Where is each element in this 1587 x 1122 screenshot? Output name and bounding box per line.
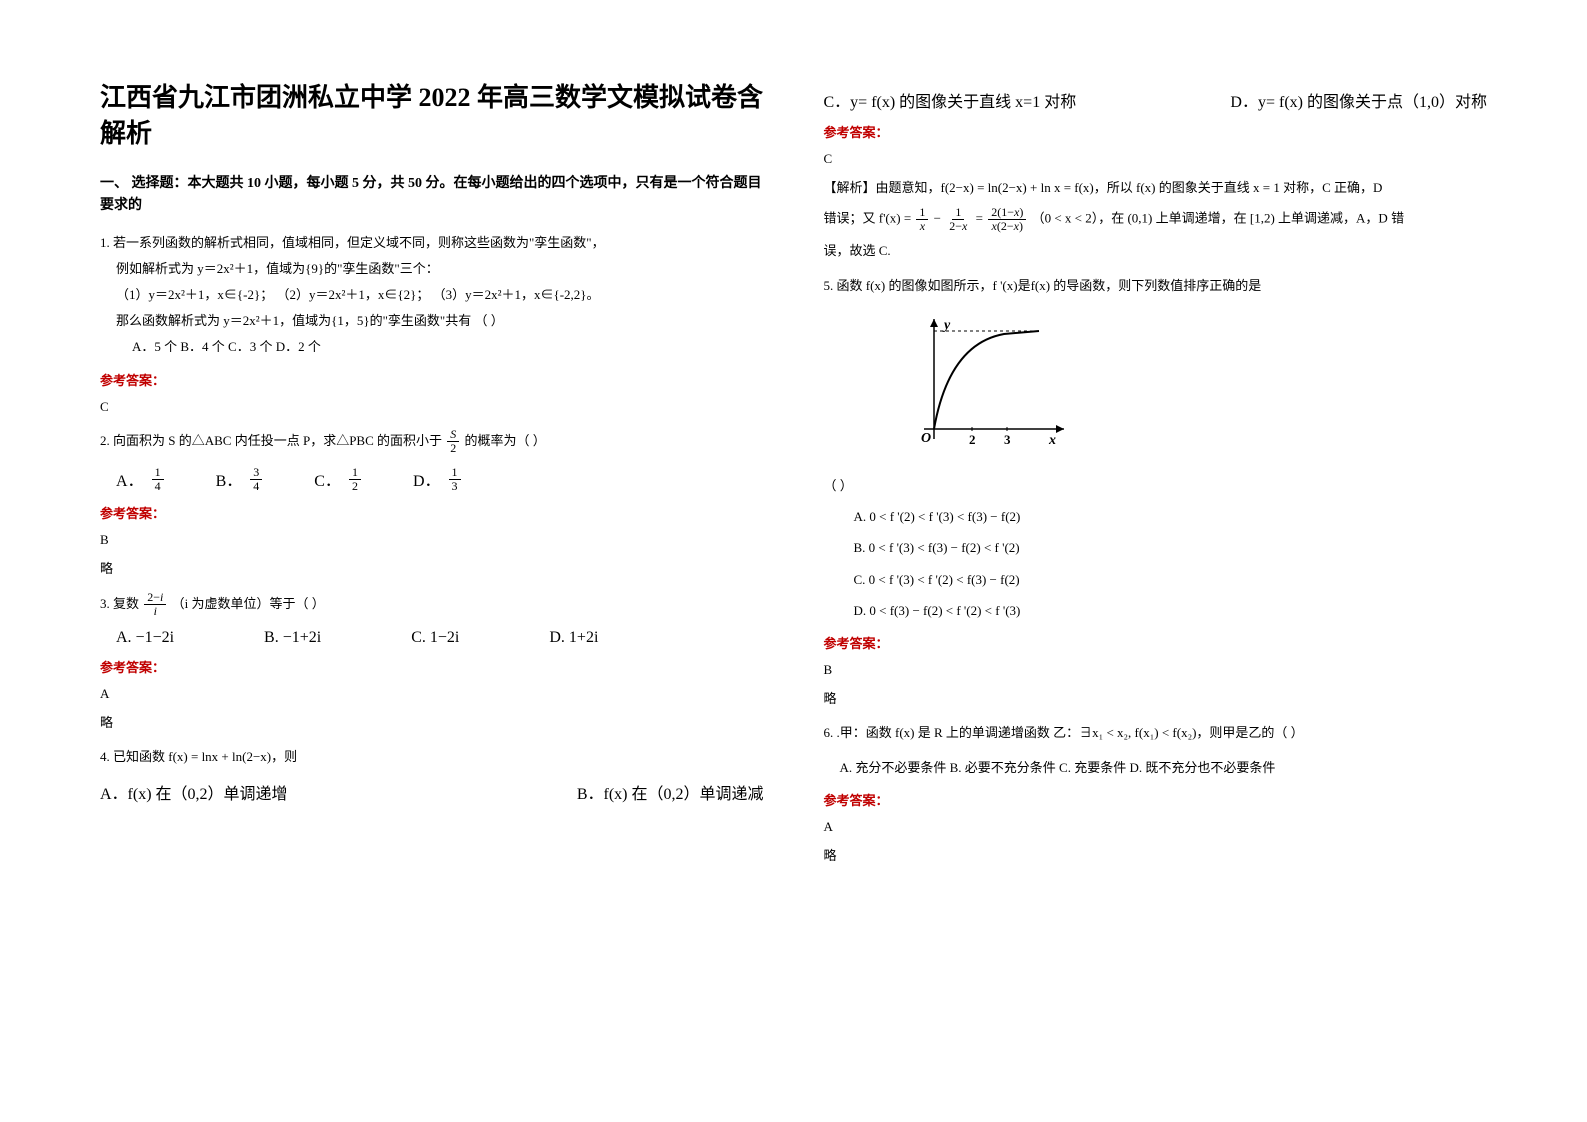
x-label: x xyxy=(1048,433,1056,448)
q2-answer-label: 参考答案： xyxy=(100,503,764,522)
q6-options: A. 充分不必要条件 B. 必要不充分条件 C. 充要条件 D. 既不充分也不必… xyxy=(840,756,1488,779)
q2-opt-a: A．14 xyxy=(116,466,166,493)
q1-options: A．5 个 B．4 个 C．3 个 D．2 个 xyxy=(132,334,764,360)
q3-opt-c: C. 1−2i xyxy=(411,629,459,647)
tick-2: 2 xyxy=(969,432,976,447)
origin-label: O xyxy=(921,431,931,446)
q5-opt-d: D. 0 < f(3) − f(2) < f '(2) < f '(3) xyxy=(854,599,1488,622)
q3-options: A. −1−2i B. −1+2i C. 1−2i D. 1+2i xyxy=(116,629,764,647)
q6-answer-label: 参考答案： xyxy=(824,790,1488,809)
q3-stem-b: （i 为虚数单位）等于（ ） xyxy=(172,596,325,611)
q4-opt-c: C．y= f(x) 的图像关于直线 x=1 对称 xyxy=(824,88,1077,112)
q2-frac: S2 xyxy=(447,428,459,455)
q3-answer-label: 参考答案： xyxy=(100,657,764,676)
q1-stem-b: 例如解析式为 y＝2x²＋1，值域为{9}的"孪生函数"三个： xyxy=(116,256,764,282)
q4-opt-d: D．y= f(x) 的图像关于点（1,0）对称 xyxy=(1230,88,1487,112)
x-arrow-icon xyxy=(1056,425,1064,433)
q1-answer: C xyxy=(100,395,764,418)
q2-opt-b: B．34 xyxy=(216,466,265,493)
q5-opt-b: B. 0 < f '(3) < f(3) − f(2) < f '(2) xyxy=(854,536,1488,559)
tick-3: 3 xyxy=(1004,432,1011,447)
q4-opts-ab: A．f(x) 在（0,2）单调递增 B．f(x) 在（0,2）单调递减 xyxy=(100,780,764,804)
q6-answer: A xyxy=(824,815,1488,838)
q3-opt-b: B. −1+2i xyxy=(264,629,321,647)
question-4-stem: 4. 已知函数 f(x) = lnx + ln(2−x)，则 xyxy=(100,744,764,770)
question-3: 3. 复数 2−ii （i 为虚数单位）等于（ ） xyxy=(100,591,764,619)
q2-opt-c: C．12 xyxy=(314,466,363,493)
q6-note: 略 xyxy=(824,844,1488,867)
q1-answer-label: 参考答案： xyxy=(100,370,764,389)
section-1-header: 一、 选择题：本大题共 10 小题，每小题 5 分，共 50 分。在每小题给出的… xyxy=(100,173,764,218)
q2-options: A．14 B．34 C．12 D．13 xyxy=(116,466,764,493)
q4-sol-3: 误，故选 C. xyxy=(824,239,1488,262)
y-label: y xyxy=(942,318,951,333)
q5-answer-label: 参考答案： xyxy=(824,633,1488,652)
question-5-stem: 5. 函数 f(x) 的图像如图所示，f '(x)是f(x) 的导函数，则下列数… xyxy=(824,273,1488,299)
q1-stem-a: 1. 若一系列函数的解析式相同，值域相同，但定义域不同，则称这些函数为"孪生函数… xyxy=(100,230,764,256)
q5-answer: B xyxy=(824,658,1488,681)
question-6-stem: 6. .甲：函数 f(x) 是 R 上的单调递增函数 乙：∃x₁ < x₂, f… xyxy=(824,720,1488,746)
curve xyxy=(934,331,1039,429)
q3-answer: A xyxy=(100,682,764,705)
q4-opts-cd: C．y= f(x) 的图像关于直线 x=1 对称 D．y= f(x) 的图像关于… xyxy=(824,88,1488,112)
q2-tail: 的概率为（ ） xyxy=(465,433,546,448)
q1-sub2: 那么函数解析式为 y＝2x²＋1，值域为{1，5}的"孪生函数"共有 （ ） xyxy=(116,308,764,334)
q2-opt-d: D．13 xyxy=(413,466,463,493)
q5-graph: O 2 3 x y xyxy=(894,309,1488,464)
q4-sol-2: 错误；又 f'(x) = 1x − 12−x = 2(1−x)x(2−x) （0… xyxy=(824,206,1488,233)
q3-frac: 2−ii xyxy=(144,591,166,618)
q2-note: 略 xyxy=(100,557,764,580)
q3-note: 略 xyxy=(100,711,764,734)
page-title: 江西省九江市团洲私立中学 2022 年高三数学文模拟试卷含解析 xyxy=(100,80,764,153)
q5-opt-a: A. 0 < f '(2) < f '(3) < f(3) − f(2) xyxy=(854,505,1488,528)
q2-stem: 2. 向面积为 S 的△ABC 内任投一点 P，求△PBC 的面积小于 xyxy=(100,433,442,448)
q1-sub1: （1）y＝2x²＋1，x∈{-2}； （2）y＝2x²＋1，x∈{2}； （3）… xyxy=(116,282,764,308)
q4-opt-a: A．f(x) 在（0,2）单调递增 xyxy=(100,780,288,804)
q3-stem-a: 3. 复数 xyxy=(100,596,139,611)
question-1: 1. 若一系列函数的解析式相同，值域相同，但定义域不同，则称这些函数为"孪生函数… xyxy=(100,230,764,360)
left-column: 江西省九江市团洲私立中学 2022 年高三数学文模拟试卷含解析 一、 选择题：本… xyxy=(100,80,764,873)
q4-sol-1: 【解析】由题意知，f(2−x) = ln(2−x) + ln x = f(x)，… xyxy=(824,176,1488,199)
q4-answer-label: 参考答案： xyxy=(824,122,1488,141)
q5-opt-c: C. 0 < f '(3) < f '(2) < f(3) − f(2) xyxy=(854,568,1488,591)
q4-opt-b: B．f(x) 在（0,2）单调递减 xyxy=(577,780,764,804)
q2-answer: B xyxy=(100,528,764,551)
q3-opt-a: A. −1−2i xyxy=(116,629,174,647)
question-2: 2. 向面积为 S 的△ABC 内任投一点 P，求△PBC 的面积小于 S2 的… xyxy=(100,428,764,456)
right-column: C．y= f(x) 的图像关于直线 x=1 对称 D．y= f(x) 的图像关于… xyxy=(824,80,1488,873)
y-arrow-icon xyxy=(930,319,938,327)
q3-opt-d: D. 1+2i xyxy=(549,629,598,647)
q5-note: 略 xyxy=(824,687,1488,710)
q4-answer: C xyxy=(824,147,1488,170)
q5-paren: （ ） xyxy=(824,474,1488,497)
